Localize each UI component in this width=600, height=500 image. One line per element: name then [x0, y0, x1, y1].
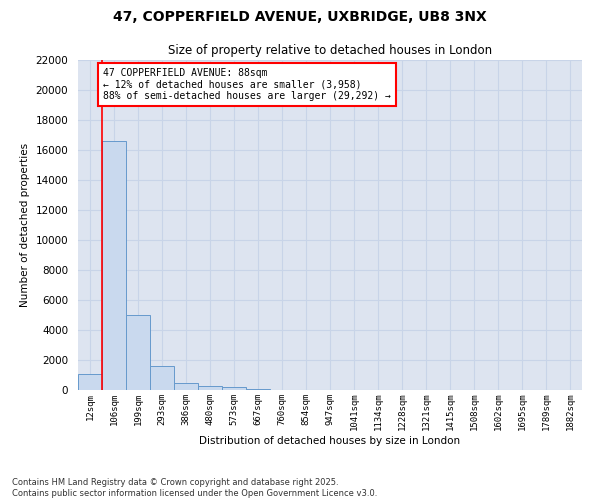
Bar — [246, 388, 270, 390]
Text: 47, COPPERFIELD AVENUE, UXBRIDGE, UB8 3NX: 47, COPPERFIELD AVENUE, UXBRIDGE, UB8 3N… — [113, 10, 487, 24]
Title: Size of property relative to detached houses in London: Size of property relative to detached ho… — [168, 44, 492, 58]
X-axis label: Distribution of detached houses by size in London: Distribution of detached houses by size … — [199, 436, 461, 446]
Bar — [150, 366, 174, 390]
Bar — [78, 374, 102, 390]
Bar — [222, 388, 246, 390]
Bar — [102, 141, 126, 390]
Bar — [174, 383, 198, 390]
Bar — [126, 315, 150, 390]
Text: Contains HM Land Registry data © Crown copyright and database right 2025.
Contai: Contains HM Land Registry data © Crown c… — [12, 478, 377, 498]
Text: 47 COPPERFIELD AVENUE: 88sqm
← 12% of detached houses are smaller (3,958)
88% of: 47 COPPERFIELD AVENUE: 88sqm ← 12% of de… — [103, 68, 391, 100]
Bar — [198, 386, 222, 390]
Y-axis label: Number of detached properties: Number of detached properties — [20, 143, 30, 307]
